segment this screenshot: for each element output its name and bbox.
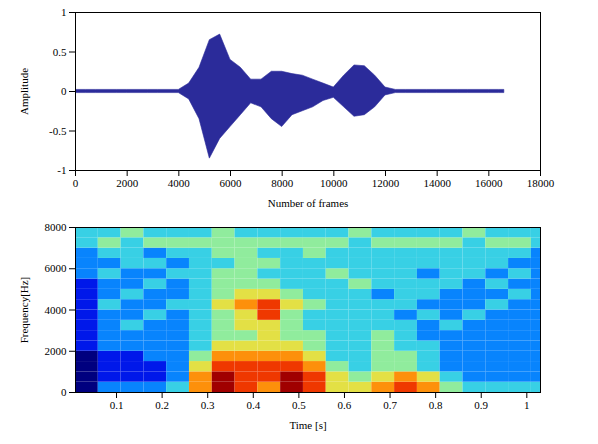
svg-text:0.5: 0.5	[292, 399, 306, 411]
svg-text:1: 1	[524, 399, 530, 411]
svg-text:0.6: 0.6	[338, 399, 352, 411]
svg-text:0.7: 0.7	[383, 399, 397, 411]
svg-text:0.2: 0.2	[155, 399, 169, 411]
svg-text:0.3: 0.3	[201, 399, 215, 411]
svg-text:0.8: 0.8	[429, 399, 443, 411]
svg-text:18000: 18000	[527, 177, 555, 189]
svg-text:-0.5: -0.5	[49, 125, 67, 137]
svg-text:Time [s]: Time [s]	[289, 419, 326, 431]
svg-text:Amplitude: Amplitude	[18, 68, 30, 115]
svg-text:2000: 2000	[45, 345, 68, 357]
svg-text:10000: 10000	[320, 177, 348, 189]
svg-text:4000: 4000	[45, 304, 68, 316]
svg-text:Frequency[Hz]: Frequency[Hz]	[18, 277, 30, 344]
svg-text:2000: 2000	[116, 177, 138, 189]
svg-text:6000: 6000	[220, 177, 243, 189]
svg-text:0.1: 0.1	[110, 399, 124, 411]
svg-text:8000: 8000	[271, 177, 294, 189]
svg-text:1: 1	[61, 6, 67, 18]
svg-text:0: 0	[73, 177, 79, 189]
svg-text:0.5: 0.5	[53, 46, 67, 58]
svg-text:12000: 12000	[372, 177, 400, 189]
svg-text:0.4: 0.4	[246, 399, 260, 411]
svg-text:16000: 16000	[475, 177, 503, 189]
svg-text:14000: 14000	[423, 177, 451, 189]
svg-text:0: 0	[61, 386, 67, 398]
svg-text:4000: 4000	[168, 177, 191, 189]
svg-text:Number of frames: Number of frames	[268, 197, 349, 209]
svg-text:0: 0	[61, 85, 67, 97]
svg-text:6000: 6000	[45, 262, 68, 274]
svg-text:8000: 8000	[45, 221, 68, 233]
svg-text:-1: -1	[57, 164, 66, 176]
svg-text:0.9: 0.9	[474, 399, 488, 411]
